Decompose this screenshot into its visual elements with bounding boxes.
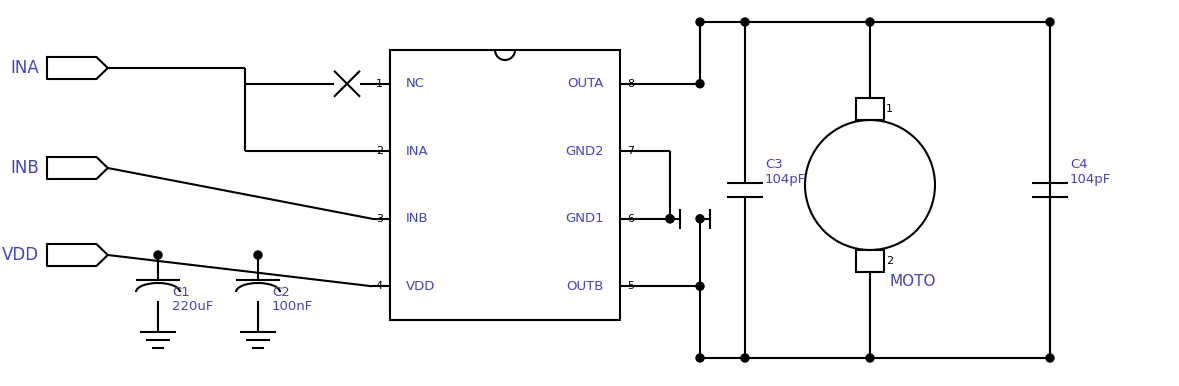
- Circle shape: [696, 215, 704, 223]
- Text: NC: NC: [406, 77, 424, 90]
- Text: VDD: VDD: [2, 246, 39, 264]
- Text: GND2: GND2: [566, 145, 604, 158]
- Text: 220uF: 220uF: [172, 300, 213, 313]
- Text: 4: 4: [376, 281, 383, 291]
- Circle shape: [696, 354, 704, 362]
- Circle shape: [867, 18, 874, 26]
- Text: 100nF: 100nF: [272, 300, 314, 313]
- Text: INB: INB: [11, 159, 39, 177]
- Circle shape: [666, 215, 674, 223]
- Text: MOTO: MOTO: [889, 274, 936, 290]
- Circle shape: [740, 18, 749, 26]
- Text: C3: C3: [765, 159, 783, 171]
- Circle shape: [1046, 354, 1054, 362]
- Text: INB: INB: [406, 212, 429, 225]
- Text: 104pF: 104pF: [1071, 173, 1112, 186]
- Circle shape: [867, 354, 874, 362]
- Text: INA: INA: [406, 145, 429, 158]
- Text: 2: 2: [885, 256, 894, 266]
- Text: C1: C1: [172, 286, 190, 300]
- Text: C2: C2: [272, 286, 290, 300]
- Circle shape: [696, 282, 704, 290]
- Text: VDD: VDD: [406, 280, 435, 293]
- Circle shape: [740, 354, 749, 362]
- Text: 8: 8: [627, 79, 634, 89]
- Circle shape: [696, 80, 704, 88]
- Circle shape: [666, 215, 674, 223]
- Text: 1: 1: [376, 79, 383, 89]
- Bar: [856, 98, 884, 120]
- Text: 7: 7: [627, 146, 634, 156]
- Circle shape: [696, 18, 704, 26]
- Circle shape: [253, 251, 262, 259]
- Text: 6: 6: [627, 214, 634, 224]
- Bar: [390, 50, 620, 320]
- Circle shape: [154, 251, 162, 259]
- Text: OUTB: OUTB: [567, 280, 604, 293]
- Text: 104pF: 104pF: [765, 173, 806, 186]
- Bar: [856, 250, 884, 272]
- Text: C4: C4: [1071, 159, 1087, 171]
- Text: 1: 1: [885, 104, 893, 114]
- Circle shape: [805, 120, 935, 250]
- Text: GND1: GND1: [566, 212, 604, 225]
- Circle shape: [1046, 18, 1054, 26]
- Text: INA: INA: [11, 59, 39, 77]
- Text: 2: 2: [376, 146, 383, 156]
- Text: OUTA: OUTA: [567, 77, 604, 90]
- Text: 3: 3: [376, 214, 383, 224]
- Text: 5: 5: [627, 281, 634, 291]
